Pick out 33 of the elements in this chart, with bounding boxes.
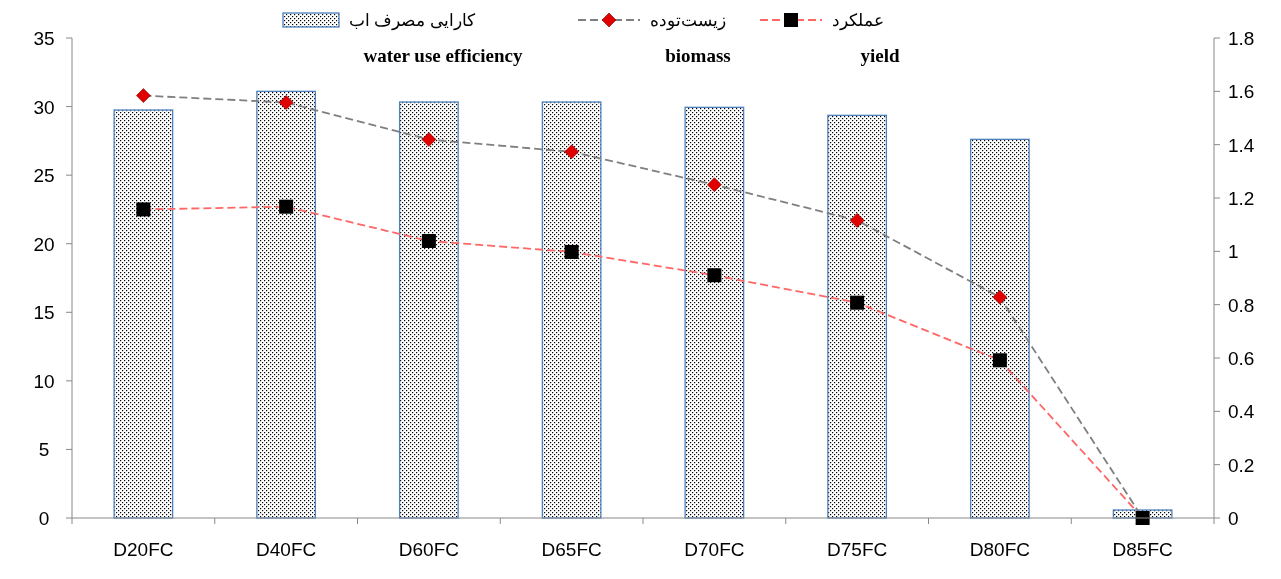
bar	[398, 101, 459, 519]
y2-tick-label: 1.8	[1228, 28, 1255, 49]
y-tick-label: 25	[33, 165, 55, 187]
y2-tick-label: 1.4	[1228, 134, 1255, 156]
y-tick-label: 35	[33, 28, 55, 49]
x-tick-label: D60FC	[398, 539, 459, 560]
bar	[256, 90, 317, 519]
bar	[684, 106, 745, 519]
x-tick-label: D40FC	[256, 539, 317, 560]
y2-tick-label: 1.6	[1228, 81, 1255, 103]
x-tick-label: D20FC	[113, 539, 174, 560]
bar	[113, 109, 174, 519]
y-tick-label: 30	[33, 96, 55, 118]
y-tick-label: 0	[38, 508, 50, 529]
y2-tick-label: 0.2	[1228, 454, 1255, 476]
y2-tick-label: 1.2	[1228, 188, 1255, 209]
bar	[827, 114, 888, 519]
y-tick-label: 5	[38, 439, 50, 461]
bar	[969, 138, 1030, 519]
y2-tick-label: 0	[1228, 508, 1239, 529]
x-tick-label: D80FC	[969, 539, 1030, 560]
x-tick-label: D75FC	[827, 539, 888, 560]
y-tick-label: 10	[33, 370, 55, 392]
y-tick-label: 20	[33, 233, 55, 255]
x-tick-label: D70FC	[684, 539, 745, 560]
x-tick-label: D65FC	[541, 539, 602, 560]
x-tick-label: D85FC	[1112, 539, 1173, 560]
y2-tick-label: 1	[1228, 241, 1239, 263]
bar	[541, 101, 602, 519]
y-tick-label: 15	[33, 302, 55, 324]
y2-tick-label: 0.6	[1228, 348, 1255, 369]
y2-tick-label: 0.4	[1228, 401, 1255, 423]
y2-tick-label: 0.8	[1228, 294, 1255, 316]
